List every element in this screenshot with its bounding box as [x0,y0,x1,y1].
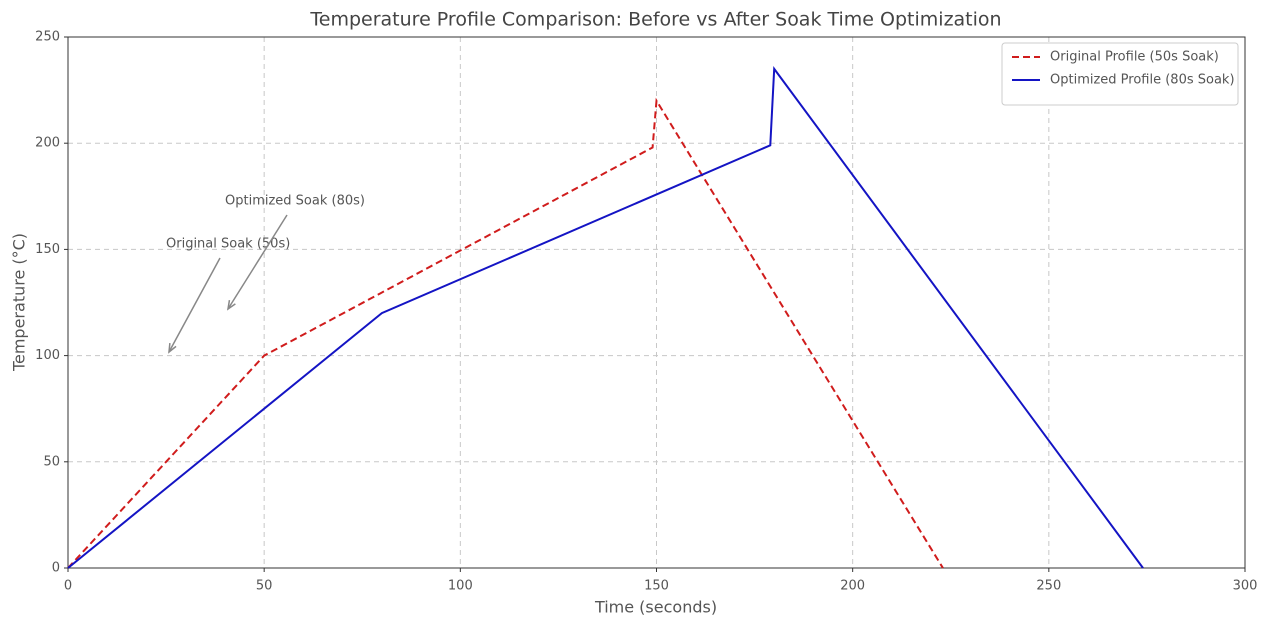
data-line [67,66,1144,569]
y-axis-label: Temperature (°C) [10,233,29,372]
legend-label: Original Profile (50s Soak) [1050,50,1219,65]
legend-label: Optimized Profile (80s Soak) [1050,73,1235,88]
y-tick-label: 100 [35,348,60,363]
x-tick-label: 300 [1233,579,1258,594]
x-tick-label: 200 [840,579,865,594]
x-tick-label: 0 [64,579,72,594]
annotation-arrow [227,214,288,310]
chart-title: Temperature Profile Comparison: Before v… [309,9,1001,31]
annotation: Optimized Soak (80s) [225,194,365,209]
data-line [67,97,944,569]
annotation-arrow [168,257,221,353]
annotation-arrowhead [226,299,236,311]
y-tick-label: 50 [43,454,60,469]
x-tick-label: 150 [644,579,669,594]
annotation-arrowhead [168,342,177,354]
x-axis-label: Time (seconds) [594,598,717,617]
legend-box [1001,42,1239,106]
x-tick-label: 100 [448,579,473,594]
x-tick-label: 50 [256,579,273,594]
legend: Original Profile (50s Soak) Optimized Pro… [1001,42,1239,106]
y-tick-label: 250 [35,30,60,45]
y-tick-label: 150 [35,242,60,257]
x-tick-label: 250 [1036,579,1061,594]
y-tick-label: 0 [52,561,60,576]
annotation: Original Soak (50s) [166,237,290,252]
plot-frame [67,36,1246,569]
y-tick-label: 200 [35,136,60,151]
